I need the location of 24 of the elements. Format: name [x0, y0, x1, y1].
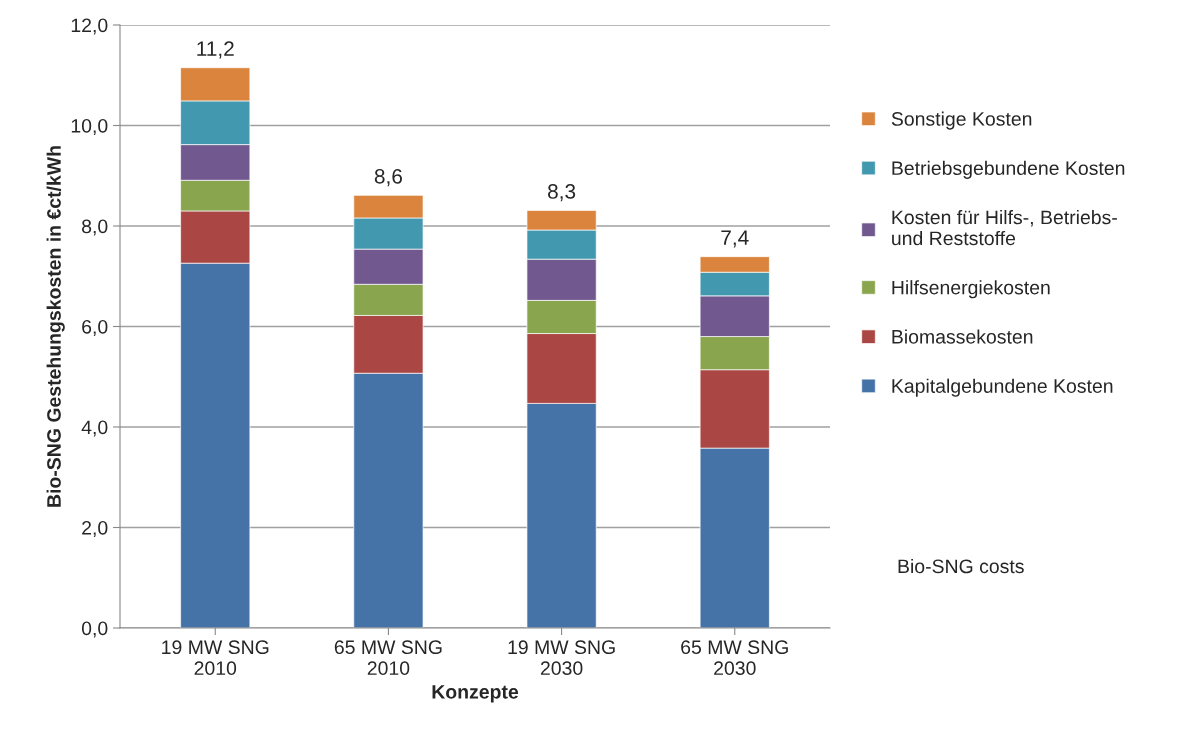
legend-label: Kapitalgebundene Kosten — [892, 378, 1113, 397]
total-label: 8,3 — [548, 184, 576, 202]
y-tick-label: 4,0 — [81, 420, 108, 437]
total-label: 8,6 — [374, 168, 402, 187]
y-tick-label: 0,0 — [81, 621, 108, 638]
legend-label: Kosten für Hilfs-, Betriebs- und Reststoffe — [892, 209, 1117, 246]
y-tick-label: 2,0 — [82, 520, 108, 538]
x-axis-title: Konzepte — [432, 685, 519, 703]
y-tick-label: 6,0 — [82, 319, 108, 337]
total-label: 11,2 — [197, 41, 234, 59]
x-tick-label: 19 MW SNG 2010 — [162, 640, 269, 676]
total-label: 7,4 — [721, 230, 749, 248]
y-tick-label: 10,0 — [71, 118, 108, 136]
legend-label: Hilfsenergiekosten — [892, 280, 1050, 299]
legend-label: Betriebsgebundene Kosten — [892, 160, 1125, 179]
x-tick-label: 65 MW SNG 2010 — [334, 640, 442, 676]
legend-label: Sonstige Kosten — [891, 111, 1032, 130]
text: Bio-SNG costs — [898, 558, 1024, 574]
y-tick-label: 8,0 — [82, 219, 108, 236]
x-tick-label: 19 MW SNG 2030 — [508, 640, 615, 676]
legend-label: Biomassekosten — [892, 329, 1033, 344]
y-tick-label: 12,0 — [71, 18, 108, 35]
y-axis-title: Bio-SNG Gestehungskosten in €ct/kWh — [46, 146, 65, 507]
x-tick-label: 65 MW SNG 2030 — [681, 640, 788, 676]
